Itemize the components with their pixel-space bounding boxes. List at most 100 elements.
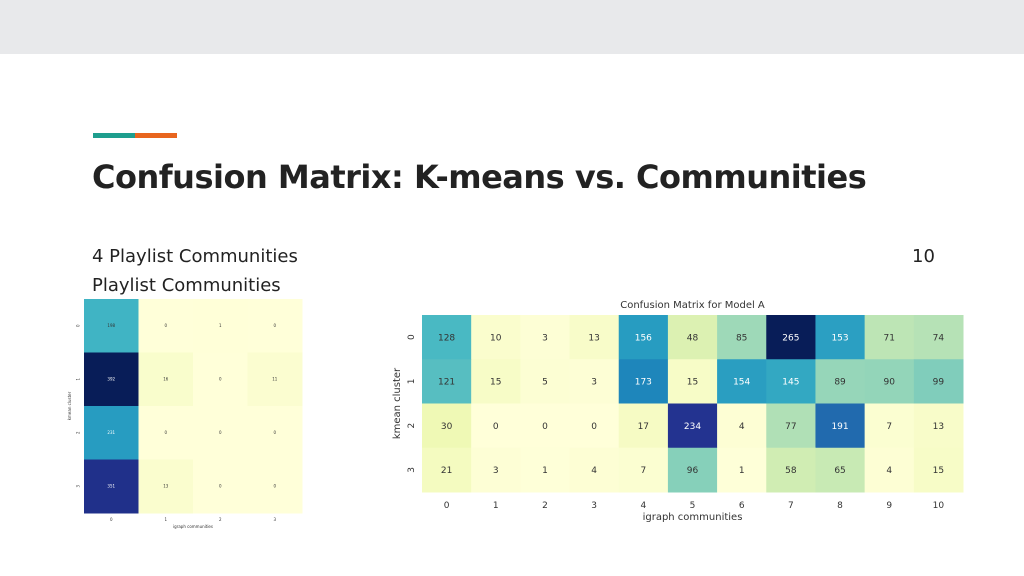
- heatmap-cell: [569, 359, 620, 404]
- heatmap-cell: [815, 315, 866, 360]
- cell-value-label: 17: [638, 422, 649, 432]
- heatmap-cell: [717, 403, 767, 449]
- heatmap-4-communities: 198 0 1 0 392 16 0 11 231 0 0 0 351 13 0 0 0 1 2 3 0 1 2 3 igrap…: [67, 299, 303, 529]
- y-tick-label: 0: [407, 334, 417, 340]
- cell-value-label: 21: [441, 466, 452, 476]
- cell-value-label: 392: [107, 377, 115, 382]
- heatmap-cell: [864, 315, 915, 360]
- heatmap-cell: [618, 315, 669, 360]
- cell-value-label: 99: [933, 378, 945, 388]
- x-tick-label: 10: [933, 501, 945, 511]
- cell-value-label: 0: [273, 484, 276, 489]
- cell-value-label: 71: [884, 333, 895, 343]
- x-tick-label: 1: [493, 501, 499, 511]
- heatmap-cell: [84, 406, 139, 460]
- chart-title: Confusion Matrix for Model A: [620, 300, 765, 311]
- heatmap-cell: [193, 299, 248, 353]
- y-tick-label: 2: [75, 431, 80, 434]
- left-caption-line-2: Playlist Communities: [92, 275, 281, 296]
- cell-value-label: 153: [831, 333, 848, 343]
- cell-value-label: 0: [273, 323, 276, 328]
- heatmap-cell: [815, 359, 866, 404]
- x-tick-label: 0: [444, 501, 450, 511]
- cell-value-label: 85: [736, 333, 747, 343]
- cell-value-label: 15: [490, 378, 501, 388]
- cell-value-label: 77: [785, 422, 796, 432]
- cell-value-label: 173: [635, 378, 652, 388]
- cell-value-label: 1: [542, 466, 548, 476]
- cell-value-label: 11: [272, 377, 278, 382]
- heatmap-cell: [618, 403, 669, 449]
- x-tick-label: 7: [788, 501, 794, 511]
- cell-value-label: 15: [687, 378, 698, 388]
- heatmap-cell: [667, 315, 718, 360]
- cell-value-label: 145: [782, 378, 799, 388]
- cell-value-label: 4: [886, 466, 892, 476]
- heatmap-cell: [84, 299, 139, 353]
- heatmap-cell: [667, 447, 718, 493]
- heatmap-cell: [520, 359, 571, 404]
- right-caption: 10: [912, 246, 935, 267]
- cell-value-label: 15: [933, 466, 944, 476]
- heatmap-cell: [471, 447, 521, 493]
- cell-value-label: 4: [739, 422, 745, 432]
- left-caption-line-1: 4 Playlist Communities: [92, 246, 298, 267]
- accent-bar-orange: [135, 133, 177, 138]
- cell-value-label: 0: [542, 422, 548, 432]
- cell-value-label: 3: [542, 333, 548, 343]
- cell-value-label: 7: [886, 422, 892, 432]
- cell-value-label: 0: [164, 430, 167, 435]
- heatmap-cell: [766, 403, 816, 449]
- heatmap-cell: [864, 359, 915, 404]
- heatmap-cell: [138, 299, 194, 353]
- x-tick-label: 8: [837, 501, 843, 511]
- cell-value-label: 13: [588, 333, 599, 343]
- cell-value-label: 198: [107, 323, 115, 328]
- cell-value-label: 231: [107, 430, 115, 435]
- heatmap-cell: [717, 447, 767, 493]
- heatmap-cell: [193, 352, 248, 407]
- heatmap-cell: [193, 406, 248, 460]
- cell-value-label: 90: [884, 378, 896, 388]
- cell-value-label: 4: [591, 466, 597, 476]
- cell-value-label: 1: [739, 466, 745, 476]
- y-tick-label: 1: [75, 378, 80, 381]
- top-bar: [0, 0, 1024, 54]
- x-tick-label: 3: [273, 517, 276, 522]
- x-tick-label: 9: [886, 501, 892, 511]
- heatmap-cell: [815, 447, 866, 493]
- heatmap-cell: [667, 403, 718, 449]
- cell-value-label: 0: [591, 422, 597, 432]
- cell-value-label: 30: [441, 422, 453, 432]
- cell-value-label: 234: [684, 422, 701, 432]
- heatmap-cell: [471, 359, 521, 404]
- x-tick-label: 2: [542, 501, 548, 511]
- heatmap-cell: [422, 403, 472, 449]
- heatmap-cell: [247, 299, 303, 353]
- cell-value-label: 10: [490, 333, 502, 343]
- heatmap-cell: [913, 359, 964, 404]
- cell-value-label: 13: [933, 422, 944, 432]
- heatmap-cell: [84, 459, 139, 514]
- accent-bar-teal: [93, 133, 135, 138]
- cell-value-label: 128: [438, 333, 455, 343]
- heatmap-cell: [247, 459, 303, 514]
- heatmap-cell: [913, 403, 964, 449]
- heatmap-cell: [569, 447, 620, 493]
- y-axis-label: kmean cluster: [392, 367, 403, 439]
- heatmap-cell: [520, 315, 571, 360]
- x-tick-label: 5: [690, 501, 696, 511]
- y-tick-label: 0: [75, 324, 80, 327]
- heatmap-cell: [766, 447, 816, 493]
- heatmap-cell: [422, 315, 472, 360]
- x-axis-label: igraph communities: [643, 512, 743, 523]
- heatmap-cell: [717, 315, 767, 360]
- cell-value-label: 7: [640, 466, 646, 476]
- y-tick-label: 1: [407, 379, 417, 385]
- y-axis-label: kmean cluster: [67, 391, 72, 420]
- y-tick-label: 3: [407, 467, 417, 473]
- heatmap-cell: [193, 459, 248, 514]
- cell-value-label: 5: [542, 378, 548, 388]
